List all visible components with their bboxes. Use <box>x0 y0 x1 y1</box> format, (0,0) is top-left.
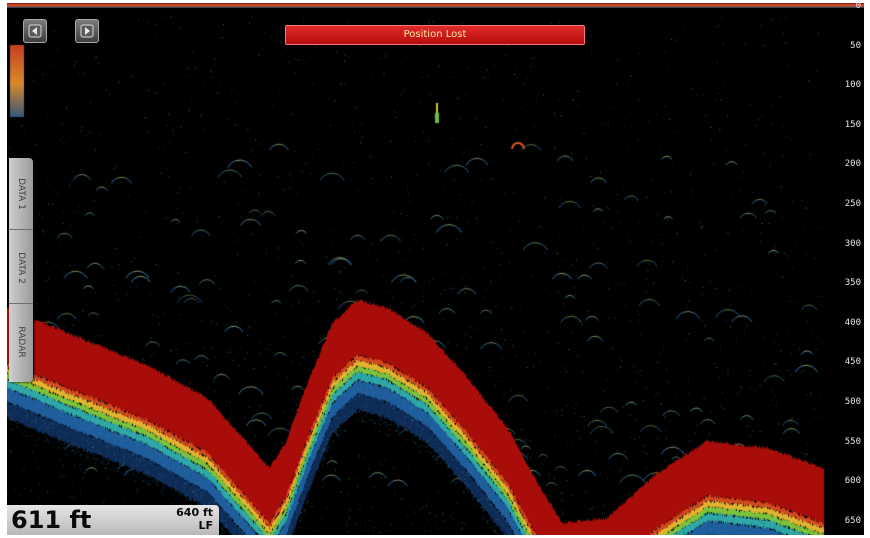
tab-data-2[interactable]: DATA 2 <box>9 232 33 304</box>
tab-label: DATA 2 <box>16 252 26 284</box>
depth-tick: 450 <box>844 357 861 368</box>
surface-band <box>7 3 864 8</box>
tab-data-1[interactable]: DATA 1 <box>9 158 33 230</box>
depth-tick: 50 <box>850 40 861 51</box>
back-button[interactable] <box>23 19 47 43</box>
forward-arrow-icon <box>80 24 94 38</box>
side-tab-panel: DATA 1 DATA 2 RADAR <box>9 158 33 382</box>
depth-tick: 100 <box>844 80 861 91</box>
depth-tick: 200 <box>844 159 861 170</box>
depth-tick: 300 <box>844 238 861 249</box>
frequency-mode: LF <box>198 519 213 532</box>
depth-tick: 150 <box>844 119 861 130</box>
depth-tick: 650 <box>844 515 861 526</box>
current-depth: 611 ft <box>11 506 92 534</box>
depth-tick: 600 <box>844 476 861 487</box>
depth-tick: 550 <box>844 436 861 447</box>
depth-tick: 0 <box>855 3 861 11</box>
back-arrow-icon <box>28 24 42 38</box>
depth-tick: 400 <box>844 317 861 328</box>
forward-button[interactable] <box>75 19 99 43</box>
depth-tick: 250 <box>844 199 861 209</box>
depth-scale: 0 50 100 150 200 250 300 350 400 450 500 550 600 650 <box>824 3 864 535</box>
depth-range: 640 ft <box>176 506 213 519</box>
depth-tick: 500 <box>844 397 861 407</box>
tab-radar[interactable]: RADAR <box>9 306 33 378</box>
position-lost-alert[interactable]: Position Lost <box>285 25 585 45</box>
sonar-view[interactable]: Position Lost DATA 1 DATA 2 RADAR 0 50 100… <box>7 3 864 535</box>
sonar-echogram <box>7 3 864 535</box>
depth-tick: 350 <box>844 278 861 289</box>
depth-readout-panel[interactable]: 611 ft 640 ft LF <box>7 505 219 535</box>
tab-label: RADAR <box>16 326 26 358</box>
tab-label: DATA 1 <box>16 178 26 210</box>
